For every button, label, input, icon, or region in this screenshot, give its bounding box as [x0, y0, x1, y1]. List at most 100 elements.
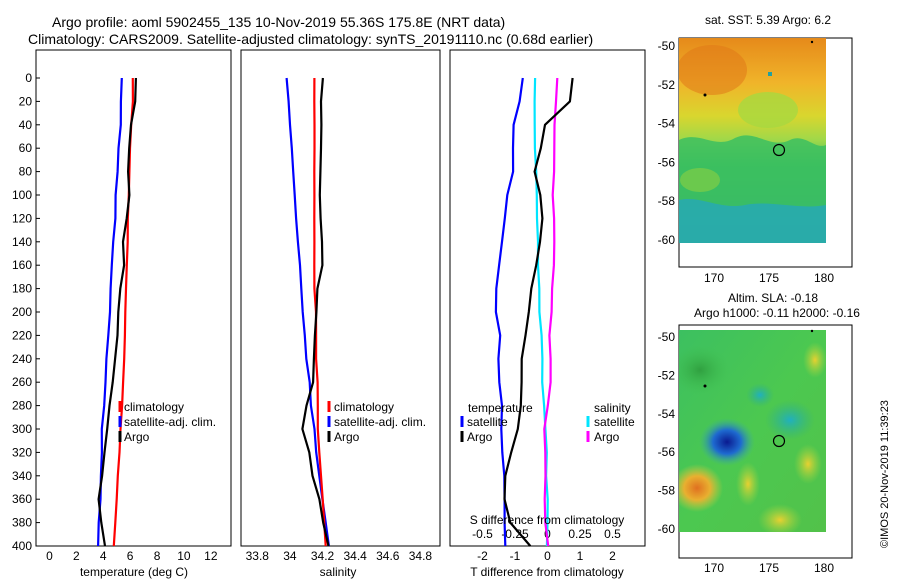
sla-map-title-1: Altim. SLA: -0.18: [728, 291, 818, 305]
depth-tick-label: 140: [12, 235, 32, 249]
depth-tick-label: 0: [25, 71, 32, 85]
temperature-tick-label: 8: [154, 549, 161, 563]
legend-label-argo: Argo: [124, 430, 150, 444]
difference-panel: -2 -1 0 1 2 -0.5 -0.25 0 0.25 0.5 S difference f…: [449, 49, 646, 579]
map-lat-tick-label: -58: [658, 484, 676, 498]
map-lat-tick-label: -50: [658, 39, 676, 53]
t-difference-xlabel: T difference from climatology: [470, 565, 624, 579]
depth-tick-label: 20: [19, 94, 33, 108]
argo-temperature-line: [97, 77, 137, 547]
argo-salinity-line: [301, 77, 330, 547]
map-lat-tick-label: -54: [658, 117, 676, 131]
depth-tick-label: 200: [12, 305, 32, 319]
sst-land-dot: [810, 40, 814, 44]
depth-tick-label: 160: [12, 258, 32, 272]
map-lat-tick-label: -60: [658, 233, 676, 247]
depth-tick-label: 120: [12, 211, 32, 225]
map-lon-tick-label: 170: [704, 271, 724, 285]
legend-label-climatology: climatology: [124, 400, 184, 414]
depth-tick-label: 360: [12, 492, 32, 506]
depth-tick-label: 180: [12, 282, 32, 296]
temperature-tick-label: 6: [127, 549, 134, 563]
s-difference-tick-label: 0.25: [568, 527, 592, 541]
t-difference-tick-label: -1: [510, 549, 521, 563]
depth-tick-label: 340: [12, 469, 32, 483]
s-diff-argo-line: [543, 77, 559, 547]
map-lat-tick-label: -60: [658, 522, 676, 536]
satellite-adj-salinity-line: [285, 77, 330, 547]
salinity-tick-label: 34.4: [344, 549, 368, 563]
s-difference-tick-label: -0.5: [472, 527, 493, 541]
legend-title-salinity: salinity: [594, 401, 631, 415]
sla-argo-position-marker: [772, 434, 786, 448]
salinity-panel: 33.8 34 34.2 34.4 34.6 34.8 salinity climatol…: [240, 49, 441, 579]
salinity-legend: climatology satellite-adj. clim. Argo: [327, 400, 426, 444]
temperature-tick-label: 12: [204, 549, 218, 563]
legend-label-argo: Argo: [334, 430, 360, 444]
temperature-xlabel: temperature (deg C): [80, 565, 188, 579]
map-lon-tick-label: 170: [704, 561, 724, 575]
temperature-profiles: [97, 77, 137, 547]
s-difference-xlabel: S difference from climatology: [470, 513, 625, 527]
map-lat-tick-label: -56: [658, 445, 676, 459]
depth-tick-label: 280: [12, 399, 32, 413]
depth-tick-label: 380: [12, 516, 32, 530]
depth-tick-label: 80: [19, 165, 33, 179]
s-difference-tick-label: 0.5: [604, 527, 621, 541]
t-difference-tick-label: 2: [609, 549, 616, 563]
salinity-tick-label: 34.8: [409, 549, 433, 563]
depth-tick-label: 220: [12, 328, 32, 342]
salinity-tick-label: 34.6: [376, 549, 400, 563]
temperature-tick-label: 4: [100, 549, 107, 563]
depth-tick-labels: 0 20 40 60 80 100 120 140 160 180 200 220 240 260 280 3…: [12, 71, 40, 553]
sst-map-title: sat. SST: 5.39 Argo: 6.2: [705, 13, 831, 27]
sst-land-dot: [703, 93, 707, 97]
salinity-tick-label: 34.2: [311, 549, 335, 563]
map-lon-tick-label: 175: [759, 271, 779, 285]
map-lat-tick-label: -52: [658, 78, 676, 92]
temperature-panel: 0204060801001201401601802002202402602803…: [12, 49, 232, 579]
legend-label-s-satellite: satellite: [594, 415, 635, 429]
sla-map-field: [679, 330, 826, 532]
temperature-legend: climatology satellite-adj. clim. Argo: [118, 400, 216, 444]
temperature-tick-labels: 0 2 4 6 8 10 12: [46, 549, 218, 563]
depth-tick-label: 240: [12, 352, 32, 366]
map-lon-tick-label: 180: [814, 271, 834, 285]
sst-map-field: [679, 38, 826, 243]
difference-axes-frame: [449, 49, 646, 547]
depth-tick-label: 60: [19, 141, 33, 155]
legend-label-satellite-adj: satellite-adj. clim.: [334, 415, 426, 429]
map-lat-tick-label: -54: [658, 407, 676, 421]
depth-tick-label: 260: [12, 375, 32, 389]
difference-profiles: [494, 77, 574, 547]
map-lat-tick-label: -56: [658, 155, 676, 169]
sla-lon-tick-labels: 170 175 180: [704, 561, 834, 575]
sst-map-panel: sat. SST: 5.39 Argo: 6.2 -50 -52 -54 -56 -58…: [658, 13, 853, 285]
sst-lat-tick-labels: -50 -52 -54 -56 -58 -60: [658, 39, 676, 247]
sla-land-dot: [810, 329, 814, 333]
title-line-1: Argo profile: aoml 5902455_135 10-Nov-20…: [52, 14, 505, 30]
temperature-tick-label: 0: [46, 549, 53, 563]
map-lat-tick-label: -58: [658, 194, 676, 208]
sla-lat-tick-labels: -50 -52 -54 -56 -58 -60: [658, 330, 676, 536]
salinity-axes-frame: [240, 49, 441, 547]
depth-tick-label: 300: [12, 422, 32, 436]
map-lat-tick-label: -50: [658, 330, 676, 344]
map-lon-tick-label: 180: [814, 561, 834, 575]
salinity-tick-label: 33.8: [246, 549, 270, 563]
temperature-tick-label: 2: [73, 549, 80, 563]
temperature-tick-label: 10: [177, 549, 191, 563]
legend-label-t-argo: Argo: [467, 430, 493, 444]
depth-tick-label: 320: [12, 445, 32, 459]
legend-label-climatology: climatology: [334, 400, 394, 414]
map-lon-tick-label: 175: [759, 561, 779, 575]
legend-label-s-argo: Argo: [594, 430, 620, 444]
temperature-axes-frame: [35, 49, 232, 547]
sst-pixel-marker: [768, 72, 772, 76]
imos-credit: ©IMOS 20-Nov-2019 11:39:23: [879, 400, 891, 548]
depth-tick-label: 400: [12, 539, 32, 553]
satellite-adj-temperature-line: [97, 77, 123, 547]
difference-legend: temperature satellite Argo salinity sate…: [460, 401, 635, 444]
sst-argo-position-marker: [772, 143, 786, 157]
